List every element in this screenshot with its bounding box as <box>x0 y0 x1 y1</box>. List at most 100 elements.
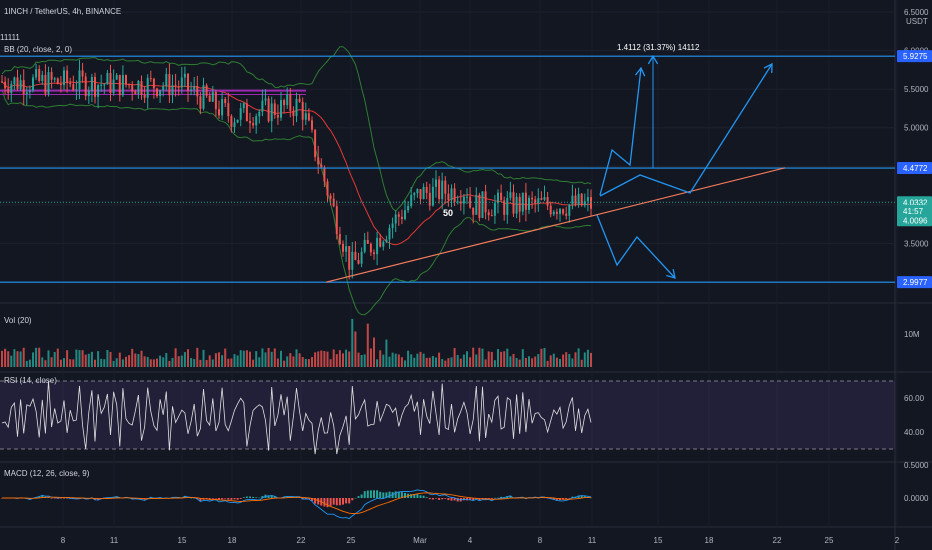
macd-histogram-bar <box>431 498 434 500</box>
candle-body <box>382 241 385 247</box>
price-badge <box>897 50 932 63</box>
volume-bar <box>38 347 41 367</box>
price-tick-label: 5.0000 <box>904 124 929 133</box>
macd-histogram-bar <box>38 496 41 498</box>
macd-histogram-bar <box>255 497 258 498</box>
macd-histogram-bar <box>41 495 44 498</box>
macd-histogram-bar <box>484 498 487 499</box>
volume-bar <box>180 355 183 367</box>
price-badge-label: 5.9275 <box>903 52 928 61</box>
volume-bar <box>13 349 16 367</box>
macd-histogram-bar <box>326 498 329 508</box>
candle-body <box>543 197 546 200</box>
volume-bar <box>456 355 459 367</box>
volume-bar <box>230 358 233 367</box>
price-badge-label: 4.0332 <box>903 198 928 207</box>
candle-body <box>38 69 41 81</box>
volume-bar <box>4 348 7 367</box>
bearish-projection <box>596 214 676 279</box>
volume-bar <box>131 348 134 367</box>
time-tick-label: 18 <box>228 536 237 545</box>
macd-histogram-bar <box>348 498 351 504</box>
macd-histogram-bar <box>497 497 499 499</box>
volume-bar <box>590 352 592 367</box>
volume-bar <box>559 358 561 367</box>
volume-bar <box>413 357 416 367</box>
volume-bar <box>258 357 261 367</box>
volume-bar <box>549 355 552 367</box>
measure-tool[interactable] <box>647 54 659 169</box>
candle-body <box>183 73 186 78</box>
macd-tick-label: 0.0000 <box>904 494 929 503</box>
volume-bar <box>106 349 109 367</box>
candle-body <box>41 74 44 81</box>
volume-bar <box>332 349 335 367</box>
candle-body <box>512 192 515 214</box>
volume-bar <box>410 354 413 367</box>
volume-bar <box>72 359 75 367</box>
volume-bar <box>571 358 574 367</box>
candle-body <box>435 179 437 187</box>
volume-bar <box>376 359 379 367</box>
candle-body <box>193 86 196 90</box>
candle-body <box>50 72 53 80</box>
macd-label: MACD (12, 26, close, 9) <box>4 469 90 478</box>
time-axis[interactable]: 8 11 15 18 22 25 Mar 4 8 11 15 18 22 25 2 <box>61 536 900 545</box>
volume-bar <box>208 355 211 367</box>
candle-body <box>410 195 413 207</box>
volume-bar <box>320 350 323 367</box>
time-tick-label: 15 <box>178 536 187 545</box>
candle-body <box>286 94 289 106</box>
trendline[interactable] <box>325 167 786 283</box>
candle-body <box>208 95 211 102</box>
volume-bar <box>537 354 540 367</box>
volume-bar <box>199 359 202 367</box>
candle-body <box>165 73 168 87</box>
volume-bar <box>214 353 217 367</box>
volume-bar <box>472 347 475 367</box>
volume-bar <box>360 354 363 367</box>
candle-body <box>289 94 292 111</box>
candle-body <box>121 75 124 96</box>
candle-body <box>391 223 394 229</box>
candle-body <box>363 239 366 252</box>
candle-body <box>261 100 264 112</box>
volume-bar <box>81 350 84 367</box>
volume-bar <box>255 351 258 367</box>
projection-arrowhead <box>666 269 676 279</box>
volume-bar <box>69 359 72 367</box>
candle-body <box>419 189 422 200</box>
macd-histogram-bar <box>351 498 354 501</box>
macd-histogram-bar <box>493 497 496 499</box>
macd-histogram-bar <box>373 490 375 498</box>
macd-histogram-bar <box>199 498 202 502</box>
candle-body <box>143 94 146 98</box>
candle-body <box>369 243 372 253</box>
candle-body <box>292 110 295 117</box>
candle-body <box>307 113 310 121</box>
volume-bar <box>490 351 493 367</box>
macd-histogram-bar <box>385 492 388 498</box>
candle-body <box>394 214 397 224</box>
volume-bar <box>546 360 549 367</box>
macd-histogram-bar <box>227 498 230 500</box>
volume-bar <box>100 358 103 367</box>
macd-histogram-bar <box>438 498 441 500</box>
volume-bar <box>125 356 127 367</box>
macd-histogram-bar <box>273 496 276 498</box>
horizontal-levels[interactable] <box>0 55 895 283</box>
candle-body <box>78 70 81 90</box>
volume-bar <box>373 337 375 367</box>
time-tick-label: Mar <box>413 536 427 545</box>
projection-paths[interactable] <box>596 62 773 279</box>
macd-histogram-bar <box>466 498 468 501</box>
volume-bar <box>202 349 205 367</box>
volume-bar <box>242 350 245 367</box>
candle-body <box>190 89 193 91</box>
volume-bar <box>348 351 351 367</box>
candle-body <box>590 197 592 209</box>
macd-histogram-bar <box>404 492 406 498</box>
candle-body <box>10 84 13 93</box>
